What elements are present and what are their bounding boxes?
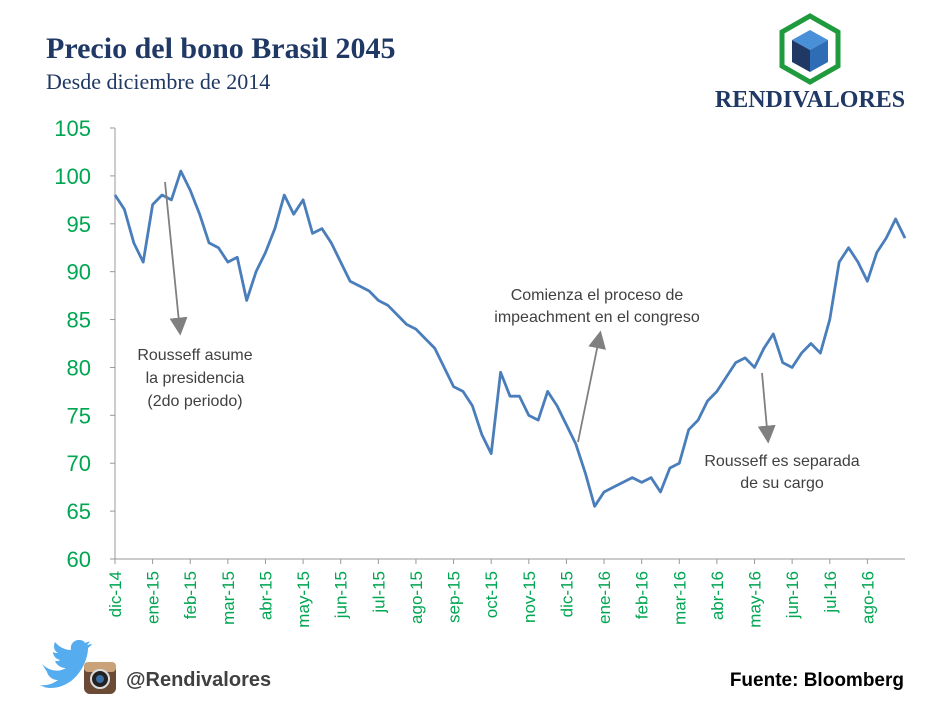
x-tick-label: abr-15 bbox=[256, 571, 275, 620]
x-tick-label: abr-16 bbox=[708, 571, 727, 620]
arrow bbox=[577, 330, 606, 443]
y-tick-label: 100 bbox=[54, 164, 91, 189]
x-tick-label: may-16 bbox=[746, 571, 765, 628]
x-tick-label: ago-15 bbox=[407, 571, 426, 624]
x-tick-label: dic-15 bbox=[557, 571, 576, 617]
x-tick-label: sep-15 bbox=[445, 571, 464, 623]
chart-title: Precio del bono Brasil 2045 bbox=[46, 32, 395, 65]
x-tick-label: mar-15 bbox=[219, 571, 238, 625]
price-line bbox=[113, 169, 907, 508]
x-tick-label: feb-15 bbox=[181, 571, 200, 619]
annotation: la presidencia bbox=[146, 370, 245, 387]
y-tick-label: 105 bbox=[54, 116, 91, 141]
annotation: Rousseff asume bbox=[137, 347, 252, 364]
arrow bbox=[757, 372, 776, 444]
twitter-icon bbox=[40, 640, 92, 688]
x-tick-label: jun-15 bbox=[332, 571, 351, 619]
y-tick-label: 95 bbox=[67, 212, 91, 237]
x-tick-label: ago-16 bbox=[858, 571, 877, 624]
logo bbox=[779, 13, 841, 85]
y-tick-label: 75 bbox=[67, 403, 91, 428]
annotation: Rousseff es separada bbox=[704, 453, 859, 470]
instagram-icon bbox=[84, 662, 116, 694]
x-tick-label: jul-15 bbox=[369, 571, 388, 614]
x-tick-label: nov-15 bbox=[520, 571, 539, 623]
x-tick-label: jun-16 bbox=[783, 571, 802, 619]
x-tick-label: ene-15 bbox=[144, 571, 163, 624]
y-tick-label: 90 bbox=[67, 260, 91, 285]
y-tick-label: 70 bbox=[67, 451, 91, 476]
y-tick-label: 60 bbox=[67, 547, 91, 572]
x-tick-label: may-15 bbox=[294, 571, 313, 628]
x-tick-label: jul-16 bbox=[821, 571, 840, 614]
source: Fuente: Bloomberg bbox=[730, 670, 904, 691]
x-tick-label: mar-16 bbox=[670, 571, 689, 625]
arrow bbox=[164, 181, 188, 336]
y-tick-label: 85 bbox=[67, 308, 91, 333]
x-tick-label: feb-16 bbox=[633, 571, 652, 619]
annotation: (2do periodo) bbox=[147, 393, 242, 410]
y-tick-label: 80 bbox=[67, 355, 91, 380]
handle: @Rendivalores bbox=[126, 669, 271, 691]
y-tick-label: 65 bbox=[67, 499, 91, 524]
annotation: de su cargo bbox=[740, 475, 824, 492]
annotation: Comienza el proceso de bbox=[511, 287, 684, 304]
x-tick-label: ene-16 bbox=[595, 571, 614, 624]
brand: RENDIVALORES bbox=[715, 87, 905, 113]
chart-subtitle: Desde diciembre de 2014 bbox=[46, 69, 270, 94]
annotation: impeachment en el congreso bbox=[494, 309, 700, 326]
x-tick-label: dic-14 bbox=[106, 571, 125, 617]
x-tick-label: oct-15 bbox=[482, 571, 501, 618]
